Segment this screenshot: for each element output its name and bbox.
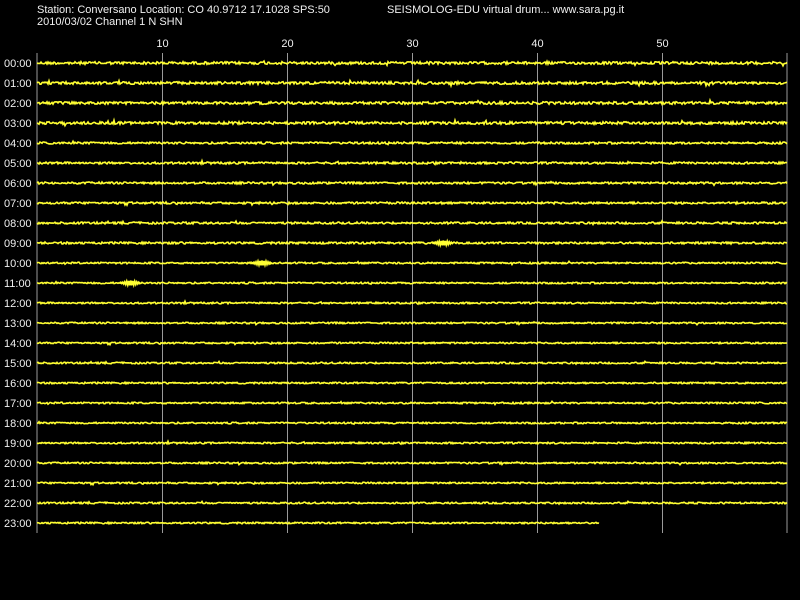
row-label: 23:00 [4, 518, 32, 530]
trace-line [36, 460, 788, 466]
x-tick-label: 10 [156, 38, 168, 50]
row-label: 21:00 [4, 478, 32, 490]
row-label: 14:00 [4, 338, 32, 350]
trace-line [36, 117, 788, 128]
x-tick-label: 40 [531, 38, 543, 50]
date-channel-info: 2010/03/02 Channel 1 N SHN [37, 16, 183, 28]
row-label: 09:00 [4, 238, 32, 250]
row-label: 20:00 [4, 458, 32, 470]
x-tick-label: 30 [406, 38, 418, 50]
row-label: 13:00 [4, 318, 32, 330]
trace-line [37, 280, 788, 286]
event-burst [251, 258, 273, 269]
trace-line [36, 219, 788, 227]
row-label: 02:00 [4, 98, 32, 110]
app-title: SEISMOLOG-EDU virtual drum... www.sara.p… [387, 4, 625, 16]
trace-line [36, 520, 600, 526]
row-label: 18:00 [4, 418, 32, 430]
trace-line [36, 180, 788, 187]
trace-line [36, 500, 788, 506]
trace-line [36, 480, 788, 487]
station-info: Station: Conversano Location: CO 40.9712… [37, 4, 330, 16]
row-label: 11:00 [4, 278, 31, 290]
trace-line [36, 360, 788, 366]
trace-line [36, 320, 788, 326]
row-label: 22:00 [4, 498, 32, 510]
row-label: 10:00 [4, 258, 32, 270]
row-label: 04:00 [4, 138, 32, 150]
trace-line [36, 439, 788, 446]
trace-line [37, 158, 788, 166]
row-label: 12:00 [4, 298, 32, 310]
row-label: 08:00 [4, 218, 32, 230]
x-tick-label: 50 [656, 38, 668, 50]
trace-line [36, 340, 788, 347]
trace-line [36, 139, 788, 146]
trace-line [36, 380, 788, 386]
row-label: 07:00 [4, 198, 32, 210]
trace-line [36, 78, 788, 89]
row-label: 17:00 [4, 398, 32, 410]
event-burst [432, 238, 454, 249]
row-label: 19:00 [4, 438, 32, 450]
trace-line [36, 97, 788, 107]
event-burst [119, 278, 142, 289]
row-label: 05:00 [4, 158, 32, 170]
row-label: 03:00 [4, 118, 32, 130]
trace-line [36, 240, 787, 246]
trace-line [36, 399, 788, 407]
row-label: 01:00 [4, 78, 32, 90]
row-label: 15:00 [4, 358, 32, 370]
trace-line [36, 59, 788, 68]
trace-line [36, 259, 788, 267]
trace-line [36, 420, 788, 426]
x-tick-label: 20 [281, 38, 293, 50]
trace-line [36, 299, 787, 306]
trace-line [36, 200, 788, 207]
row-label: 16:00 [4, 378, 32, 390]
row-label: 06:00 [4, 178, 32, 190]
row-label: 00:00 [4, 58, 32, 70]
